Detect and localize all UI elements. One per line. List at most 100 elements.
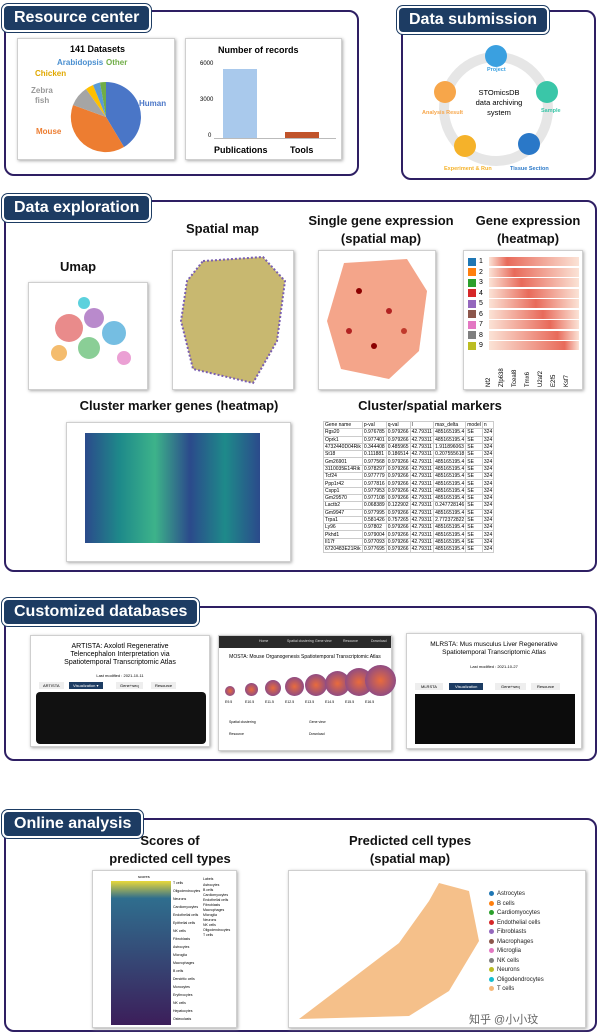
umap-label: Umap — [60, 259, 97, 274]
heat-row-swatch — [468, 331, 476, 339]
watermark: 知乎 @小小玟 — [469, 1014, 539, 1026]
mosta-stage-label: E15.5 — [345, 700, 355, 704]
scores-legend-item: Endothelial cells — [203, 898, 229, 902]
scores-row-labels: T cells Oligodendrocytes Neurons Cardiomyoc… — [173, 881, 203, 1025]
mlrsta-title-2: Spatiotemporal Transcriptomic Atlas — [442, 649, 546, 656]
mlrsta-tab-1[interactable]: MLRSTA — [415, 683, 443, 690]
table-cell: SE — [465, 515, 483, 525]
legend-item: NK cells — [489, 957, 519, 964]
table-cell: 0.977816 — [361, 479, 387, 488]
single-gene-label-2: (spatial map) — [340, 231, 422, 246]
table-row: Pkhd1 0.979004 0.979266 42.79311 485165195.4… — [323, 530, 495, 539]
table-cell: SE — [465, 493, 483, 503]
heat-row-cells — [489, 309, 579, 319]
table-cell: 0.122902 — [385, 501, 411, 510]
mosta-nav-item[interactable]: Gene view — [315, 639, 332, 643]
table-row: Gm9947 0.977995 0.979266 42.79311 485165195.… — [323, 508, 495, 517]
table-cell: 0.979266 — [385, 508, 411, 517]
table-cell: 42.79311 — [409, 515, 435, 525]
cluster-spatial-label: Cluster/spatial markers — [358, 398, 502, 413]
scores-legend-title: Labels — [203, 877, 214, 881]
legend-dot — [489, 929, 494, 934]
table-cell: 0.186514 — [385, 450, 411, 459]
scores-row-label: B cells — [173, 969, 184, 973]
table-cell: Gm29570 — [323, 493, 363, 503]
mlrsta-tab-3[interactable]: Gene+seq — [495, 683, 526, 690]
mosta-nav-item[interactable]: Spatial clustering — [287, 639, 314, 643]
heat-row: 6 — [468, 309, 579, 319]
scores-legend-item: Cardiomyocytes — [203, 893, 229, 897]
mosta-item[interactable]: Resource — [229, 732, 244, 736]
artista-tab-2[interactable]: Visualization ▾ — [69, 682, 103, 689]
predicted-label-1: Predicted cell types — [348, 833, 472, 848]
heat-row: 4 — [468, 288, 579, 298]
table-cell: SE — [465, 479, 483, 488]
table-cell: n — [481, 421, 495, 430]
mosta-item[interactable]: Spatial clustering — [229, 720, 256, 724]
heat-row-swatch — [468, 320, 476, 329]
table-cell: 324 — [481, 508, 495, 517]
table-cell: 324 — [481, 464, 495, 474]
table-cell: 485165195.4 — [433, 545, 467, 554]
mlrsta-tab-4[interactable]: Resource — [531, 683, 561, 690]
online-analysis-panel — [4, 818, 597, 1032]
table-cell: SE — [465, 442, 483, 452]
table-cell: 0.977953 — [361, 486, 387, 495]
legend-label: Oligodendrocytes — [497, 976, 544, 983]
table-cell: 42.79311 — [409, 523, 435, 532]
table-row: St18 0.111881 0.186514 42.79311 0.207555618 S… — [323, 450, 495, 459]
legend-dot — [489, 910, 494, 915]
legend-item: Microglia — [489, 948, 521, 954]
mosta-item[interactable]: Gene view — [309, 720, 326, 724]
table-cell: 485165195.4 — [433, 537, 467, 547]
heat-row-swatch — [468, 299, 476, 308]
table-cell: SE — [465, 457, 483, 466]
scores-legend-item: Microglia — [203, 913, 218, 917]
artista-tab-3[interactable]: Gene+seq — [116, 682, 143, 689]
heat-row: 1 — [468, 257, 579, 266]
legend-label: Neurons — [497, 967, 520, 974]
mosta-nav-item[interactable]: Home — [259, 639, 269, 643]
scores-row-label: Dendritic cells — [173, 977, 195, 981]
table-cell: 1.911896063 — [433, 442, 467, 452]
mosta-embryo — [245, 683, 258, 696]
pie-label-zebra: Zebra — [31, 86, 53, 95]
mlrsta-tab-2[interactable]: Visualization — [449, 683, 484, 690]
datasets-pie-chart — [70, 81, 141, 153]
table-cell: 0.979266 — [385, 479, 411, 488]
bar-axis — [214, 138, 336, 139]
cluster-marker-label: Cluster marker genes (heatmap) — [79, 398, 279, 413]
heat-row-label: 1 — [479, 258, 483, 265]
artista-tab-4[interactable]: Resource — [151, 682, 177, 689]
artista-tab-1[interactable]: ARTISTA — [39, 682, 64, 689]
heat-gene-label: Ksf7 — [564, 374, 570, 387]
resource-center-panel — [4, 10, 359, 176]
cluster-heatmap-body — [85, 433, 260, 543]
table-cell: 0.979266 — [385, 530, 411, 539]
heat-row-label: 3 — [479, 279, 483, 286]
table-cell: Gm26901 — [323, 457, 363, 466]
scores-row-label: Macrophages — [173, 961, 195, 965]
mosta-nav-item[interactable]: Resource — [343, 639, 358, 643]
table-cell: Gm9947 — [323, 508, 363, 517]
table-cell: 0.977093 — [361, 537, 387, 547]
mosta-nav-item[interactable]: Download — [371, 639, 387, 643]
table-cell: 0.977779 — [361, 472, 387, 481]
heat-row-cells — [489, 341, 579, 350]
pie-slice-other — [100, 81, 106, 117]
table-cell: SE — [465, 435, 483, 444]
umap-scatter — [51, 297, 131, 365]
table-cell: 0.979266 — [385, 493, 411, 503]
table-cell: 485165195.4 — [433, 479, 467, 488]
submission-center-line1: STOmicsDB — [478, 88, 520, 97]
table-cell: St18 — [323, 450, 363, 459]
table-cell: 0.111881 — [361, 450, 387, 459]
table-cell: 485165195.4 — [433, 472, 467, 481]
scores-heatmap: scores T cells Oligodendrocytes Neurons Car… — [92, 870, 237, 1028]
resource-center-title: Resource center — [2, 4, 152, 32]
legend-label: T cells — [497, 986, 515, 993]
scores-label-1: Scores of — [140, 833, 200, 848]
mosta-item[interactable]: Download — [309, 732, 325, 736]
scores-legend-item: Fibroblasts — [203, 903, 221, 907]
scores-legend-item: Astrocytes — [203, 883, 220, 887]
